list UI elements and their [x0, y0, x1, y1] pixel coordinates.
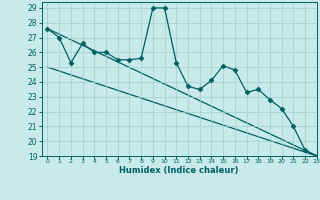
X-axis label: Humidex (Indice chaleur): Humidex (Indice chaleur): [119, 166, 239, 175]
